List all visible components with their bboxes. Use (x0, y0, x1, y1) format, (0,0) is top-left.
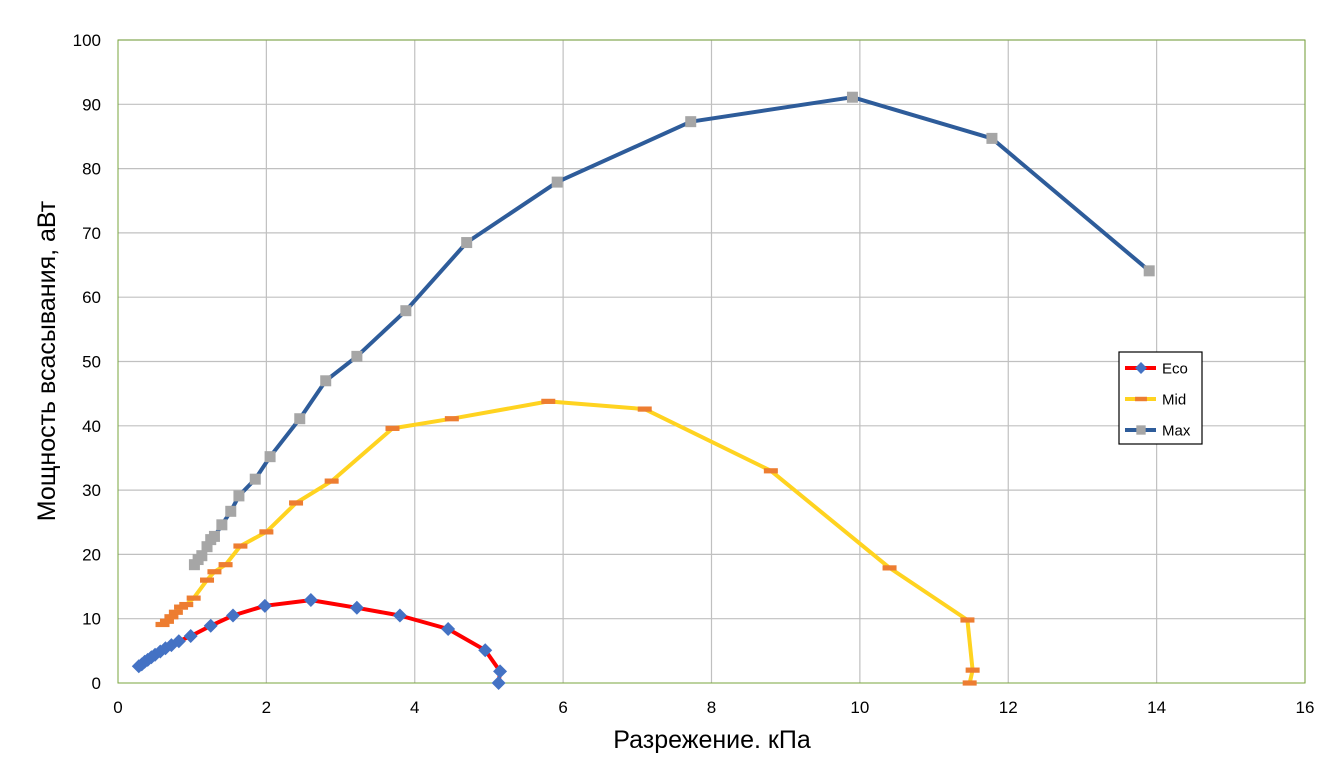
series-mid (155, 398, 980, 686)
x-tick-label: 12 (999, 698, 1018, 717)
y-tick-label: 20 (82, 545, 101, 564)
series-max (188, 91, 1155, 571)
data-point-max (846, 91, 858, 103)
x-tick-label: 8 (707, 698, 716, 717)
x-tick-label: 10 (850, 698, 869, 717)
data-point-max (201, 541, 213, 553)
x-tick-label: 14 (1147, 698, 1166, 717)
legend: Eco Mid Max (1118, 351, 1203, 445)
data-point-eco (303, 593, 318, 608)
data-point-max (196, 550, 208, 562)
data-point-max (685, 116, 697, 128)
data-point-max (294, 413, 306, 425)
y-tick-label: 60 (82, 288, 101, 307)
x-axis-ticks: 0 2 4 6 8 10 12 14 16 (113, 698, 1314, 717)
data-point-mid (385, 425, 400, 431)
data-point-mid (637, 406, 652, 412)
data-point-mid (233, 543, 248, 549)
data-point-mid (200, 577, 215, 583)
y-tick-label: 0 (92, 674, 101, 693)
data-point-mid (289, 500, 304, 506)
series-eco (131, 593, 508, 690)
y-tick-label: 30 (82, 481, 101, 500)
series-line-mid (160, 399, 975, 685)
series-line-eco (136, 598, 503, 685)
x-tick-label: 4 (410, 698, 419, 717)
series-line-max (192, 95, 1152, 567)
data-point-eco (183, 629, 198, 644)
data-point-max (216, 519, 228, 531)
data-point-mid (541, 398, 556, 404)
data-point-mid (164, 614, 179, 620)
data-point-eco (203, 618, 218, 633)
data-point-mid (168, 609, 183, 615)
data-point-eco (171, 634, 186, 649)
data-point-max (1143, 265, 1155, 277)
x-tick-label: 2 (262, 698, 271, 717)
data-point-eco (349, 600, 364, 615)
data-point-eco (257, 598, 272, 613)
y-tick-label: 50 (82, 353, 101, 372)
data-point-mid (882, 565, 897, 571)
data-point-mid (960, 617, 975, 623)
data-point-eco (491, 676, 506, 690)
y-tick-label: 90 (82, 95, 101, 114)
data-point-max (320, 375, 332, 387)
data-point-max (208, 530, 220, 542)
data-point-mid (962, 680, 977, 686)
data-point-mid (159, 618, 174, 624)
legend-label-max: Max (1162, 423, 1191, 440)
data-point-eco (441, 621, 456, 636)
data-point-max (225, 505, 237, 517)
y-tick-label: 100 (73, 31, 101, 50)
data-point-mid (259, 529, 274, 535)
data-point-eco (493, 664, 508, 679)
data-point-eco (392, 608, 407, 623)
data-point-max (400, 305, 412, 317)
x-tick-label: 0 (113, 698, 122, 717)
data-point-max (233, 490, 245, 502)
series-layer (131, 91, 1155, 690)
data-point-max (461, 237, 473, 249)
y-axis-title: Мощность всасывания, аВт (33, 200, 61, 521)
legend-marker-mid (1135, 396, 1147, 402)
data-point-mid (324, 478, 339, 484)
data-point-mid (155, 621, 170, 628)
data-point-mid (965, 667, 980, 673)
data-point-max (551, 176, 563, 188)
data-point-max (351, 350, 363, 362)
x-tick-label: 6 (558, 698, 567, 717)
data-point-mid (218, 562, 233, 568)
y-tick-label: 10 (82, 610, 101, 629)
data-point-mid (207, 569, 222, 575)
data-point-max (264, 451, 276, 463)
legend-items: Eco Mid Max (1125, 361, 1191, 440)
plot-area-border (117, 39, 1306, 684)
data-point-max (986, 132, 998, 144)
legend-marker-eco (1135, 362, 1147, 374)
y-tick-label: 80 (82, 160, 101, 179)
data-point-eco (225, 608, 240, 623)
y-axis-ticks: 0 10 20 30 40 50 60 70 80 90 100 (73, 31, 101, 693)
x-tick-label: 16 (1296, 698, 1315, 717)
y-tick-label: 70 (82, 224, 101, 243)
y-tick-label: 40 (82, 417, 101, 436)
data-point-mid (763, 468, 778, 474)
legend-label-mid: Mid (1162, 392, 1186, 409)
data-point-eco (478, 643, 493, 658)
data-point-max (249, 473, 261, 485)
x-axis-title: Разрежение. кПа (613, 726, 811, 754)
legend-marker-max (1136, 425, 1146, 435)
data-point-mid (179, 601, 194, 608)
legend-label-eco: Eco (1162, 361, 1188, 378)
data-point-mid (444, 416, 459, 422)
data-point-mid (186, 595, 201, 601)
